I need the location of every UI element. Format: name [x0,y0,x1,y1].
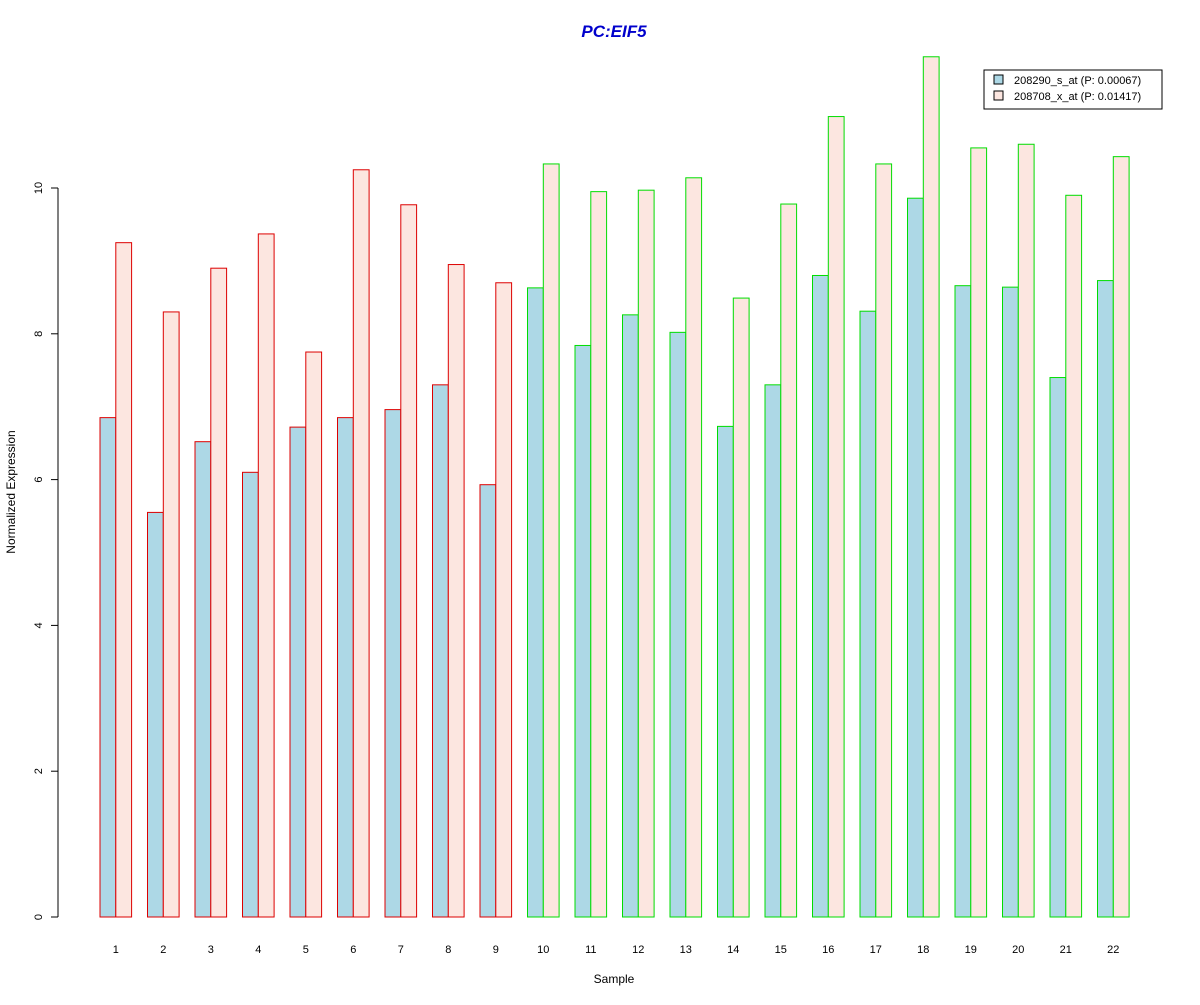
x-tick-label-17: 17 [870,944,882,956]
bar-sample-9-series-1 [479,484,497,918]
x-tick-label-9: 9 [493,944,499,956]
bar-sample-5-series-1 [289,426,307,918]
x-tick-label-19: 19 [965,944,977,956]
bar-sample-21-series-2 [1065,194,1083,918]
bar-sample-17-series-1 [859,310,877,918]
bar-sample-2-series-1 [147,511,164,918]
bar-sample-22-series-2 [1112,156,1130,918]
x-tick-label-6: 6 [350,944,356,956]
legend-swatch-208290 [993,74,1004,85]
bar-sample-5-series-2 [305,351,323,918]
bar-sample-10-series-2 [542,163,560,918]
x-tick-label-2: 2 [160,944,166,956]
bar-sample-3-series-2 [210,267,228,918]
bar-sample-13-series-1 [669,331,687,918]
y-tick-label: 0 [33,914,45,920]
x-tick-label-22: 22 [1107,944,1119,956]
bar-sample-14-series-1 [717,425,734,918]
chart-title: PC:EIF5 [581,22,647,41]
x-tick-label-10: 10 [537,944,549,956]
bar-sample-3-series-1 [194,441,212,918]
bar-sample-1-series-2 [115,242,133,918]
legend-box [983,69,1163,110]
bar-sample-6-series-1 [337,417,354,918]
x-tick-label-5: 5 [303,944,309,956]
bar-sample-6-series-2 [352,169,370,918]
bar-sample-15-series-2 [780,203,798,918]
x-tick-label-14: 14 [727,944,739,956]
bar-sample-12-series-2 [637,189,655,918]
bar-sample-8-series-2 [447,264,465,918]
y-tick-label: 4 [33,622,45,628]
x-tick-label-16: 16 [822,944,834,956]
bar-sample-21-series-1 [1049,377,1067,918]
legend-label-208290: 208290_s_at (P: 0.00067) [1014,75,1141,87]
bar-sample-18-series-2 [922,56,940,918]
x-tick-label-8: 8 [445,944,451,956]
y-axis-title: Normalized Expression [4,430,18,553]
bar-sample-4-series-2 [257,233,275,918]
x-axis-ticks: 1 2 3 4 5 6 7 8 9 10 11 12 13 14 15 16 17 18 19 20 21 22 [113,944,1120,956]
bar-sample-7-series-2 [400,204,418,918]
x-tick-label-21: 21 [1060,944,1072,956]
bar-sample-20-series-2 [1017,143,1035,918]
x-axis-title: Sample [594,972,635,986]
bar-sample-1-series-1 [99,417,117,918]
x-tick-label-7: 7 [398,944,404,956]
y-tick-label: 2 [33,768,45,774]
bar-sample-16-series-2 [827,116,845,918]
bars [99,56,1130,918]
bar-sample-13-series-2 [685,177,703,918]
x-tick-label-18: 18 [917,944,929,956]
legend-swatch-208708 [993,90,1004,101]
legend-label-208708: 208708_x_at (P: 0.01417) [1014,91,1141,103]
bar-sample-20-series-1 [1002,286,1019,918]
x-tick-label-1: 1 [113,944,119,956]
bar-sample-14-series-2 [732,297,750,918]
x-tick-label-3: 3 [208,944,214,956]
y-axis: 0 2 4 6 8 10 [33,182,59,920]
bar-sample-17-series-2 [875,163,893,918]
x-tick-label-11: 11 [585,944,596,956]
bar-sample-4-series-1 [242,471,259,918]
x-tick-label-13: 13 [680,944,692,956]
legend: 208290_s_at (P: 0.00067) 208708_x_at (P:… [983,69,1163,110]
bar-sample-8-series-1 [432,384,449,918]
bar-sample-16-series-1 [812,274,829,918]
bar-sample-11-series-2 [590,191,608,918]
bar-sample-18-series-1 [907,197,924,918]
bar-sample-7-series-1 [384,409,402,918]
x-tick-label-12: 12 [632,944,644,956]
bar-sample-10-series-1 [527,287,544,918]
bar-sample-12-series-1 [622,314,639,918]
bar-sample-19-series-2 [970,147,988,918]
x-tick-label-15: 15 [775,944,787,956]
y-tick-label: 10 [33,182,45,194]
y-tick-label: 8 [33,331,45,337]
bar-sample-11-series-1 [574,344,592,918]
bar-sample-2-series-2 [162,311,180,918]
bar-sample-19-series-1 [954,285,972,918]
x-tick-label-4: 4 [255,944,261,956]
bar-sample-22-series-1 [1097,280,1114,918]
bar-sample-9-series-2 [495,282,513,918]
bar-sample-15-series-1 [764,384,782,918]
y-tick-label: 6 [33,477,45,483]
x-tick-label-20: 20 [1012,944,1024,956]
